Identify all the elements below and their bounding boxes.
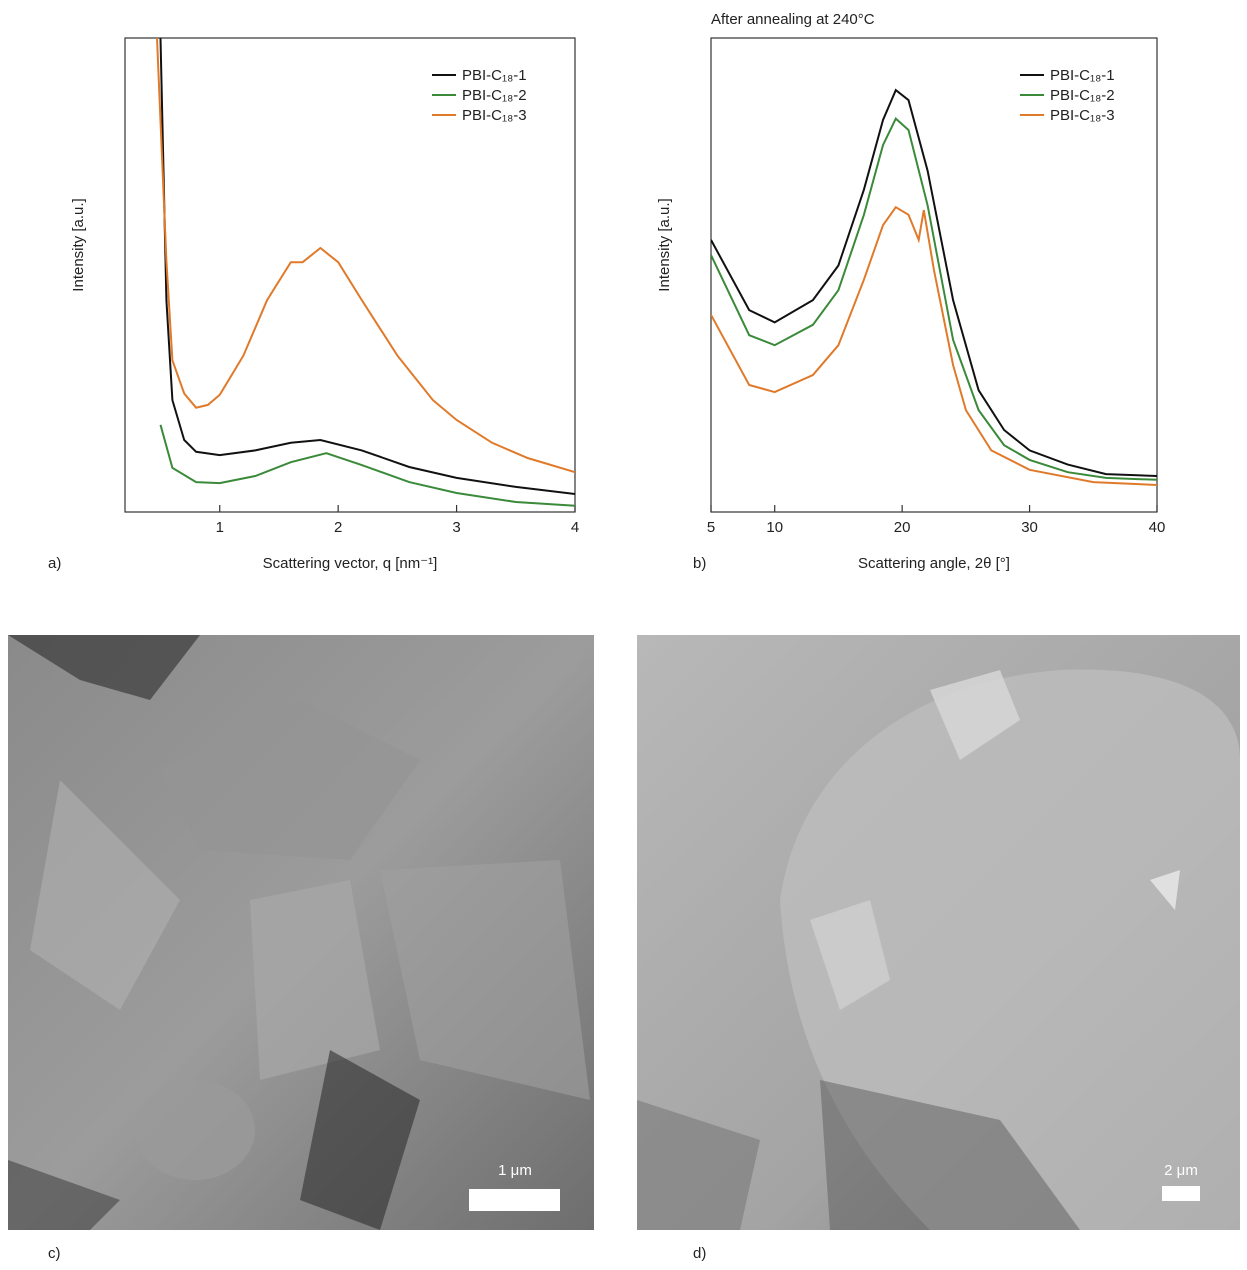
series-line [711, 207, 1157, 485]
chart-title: After annealing at 240°C [711, 11, 875, 28]
legend-label: PBI-C₁₈-2 [462, 87, 527, 104]
sem-image-d [637, 635, 1240, 1230]
x-tick-label: 30 [1021, 519, 1038, 536]
legend-label: PBI-C₁₈-1 [462, 67, 527, 84]
figure: 1 2 3 4 Scattering vector, q [nm⁻¹] Intensity… [0, 0, 1247, 1270]
x-tick-label: 40 [1149, 519, 1166, 536]
sem-image-c [8, 635, 594, 1230]
page: {"chart_data": [ {"type": "line", "panel… [0, 0, 1247, 1270]
series-line [161, 425, 576, 506]
x-tick-label: 3 [452, 519, 460, 536]
y-axis-label: Intensity [a.u.] [70, 198, 87, 291]
panel-label: a) [48, 555, 61, 572]
x-axis-label: Scattering vector, q [nm⁻¹] [263, 555, 438, 572]
series-line [711, 90, 1157, 476]
x-tick-label: 10 [766, 519, 783, 536]
legend-label: PBI-C₁₈-1 [1050, 67, 1115, 84]
x-tick-label: 4 [571, 519, 579, 536]
y-axis-label: Intensity [a.u.] [656, 198, 673, 291]
panel-label: b) [693, 555, 706, 572]
scale-bar [469, 1189, 560, 1211]
legend-label: PBI-C₁₈-3 [1050, 107, 1115, 124]
legend-label: PBI-C₁₈-2 [1050, 87, 1115, 104]
scale-bar [1162, 1186, 1200, 1201]
x-tick-label: 1 [216, 519, 224, 536]
panel-label: d) [693, 1245, 706, 1262]
series-line [711, 119, 1157, 480]
scale-bar-label: 1 μm [498, 1162, 532, 1179]
x-tick-label: 20 [894, 519, 911, 536]
x-axis-label: Scattering angle, 2θ [°] [858, 555, 1010, 572]
panel-label: c) [48, 1245, 61, 1262]
x-tick-label: 2 [334, 519, 342, 536]
legend-label: PBI-C₁₈-3 [462, 107, 527, 124]
x-tick-label: 5 [707, 519, 715, 536]
scale-bar-label: 2 μm [1164, 1162, 1198, 1179]
